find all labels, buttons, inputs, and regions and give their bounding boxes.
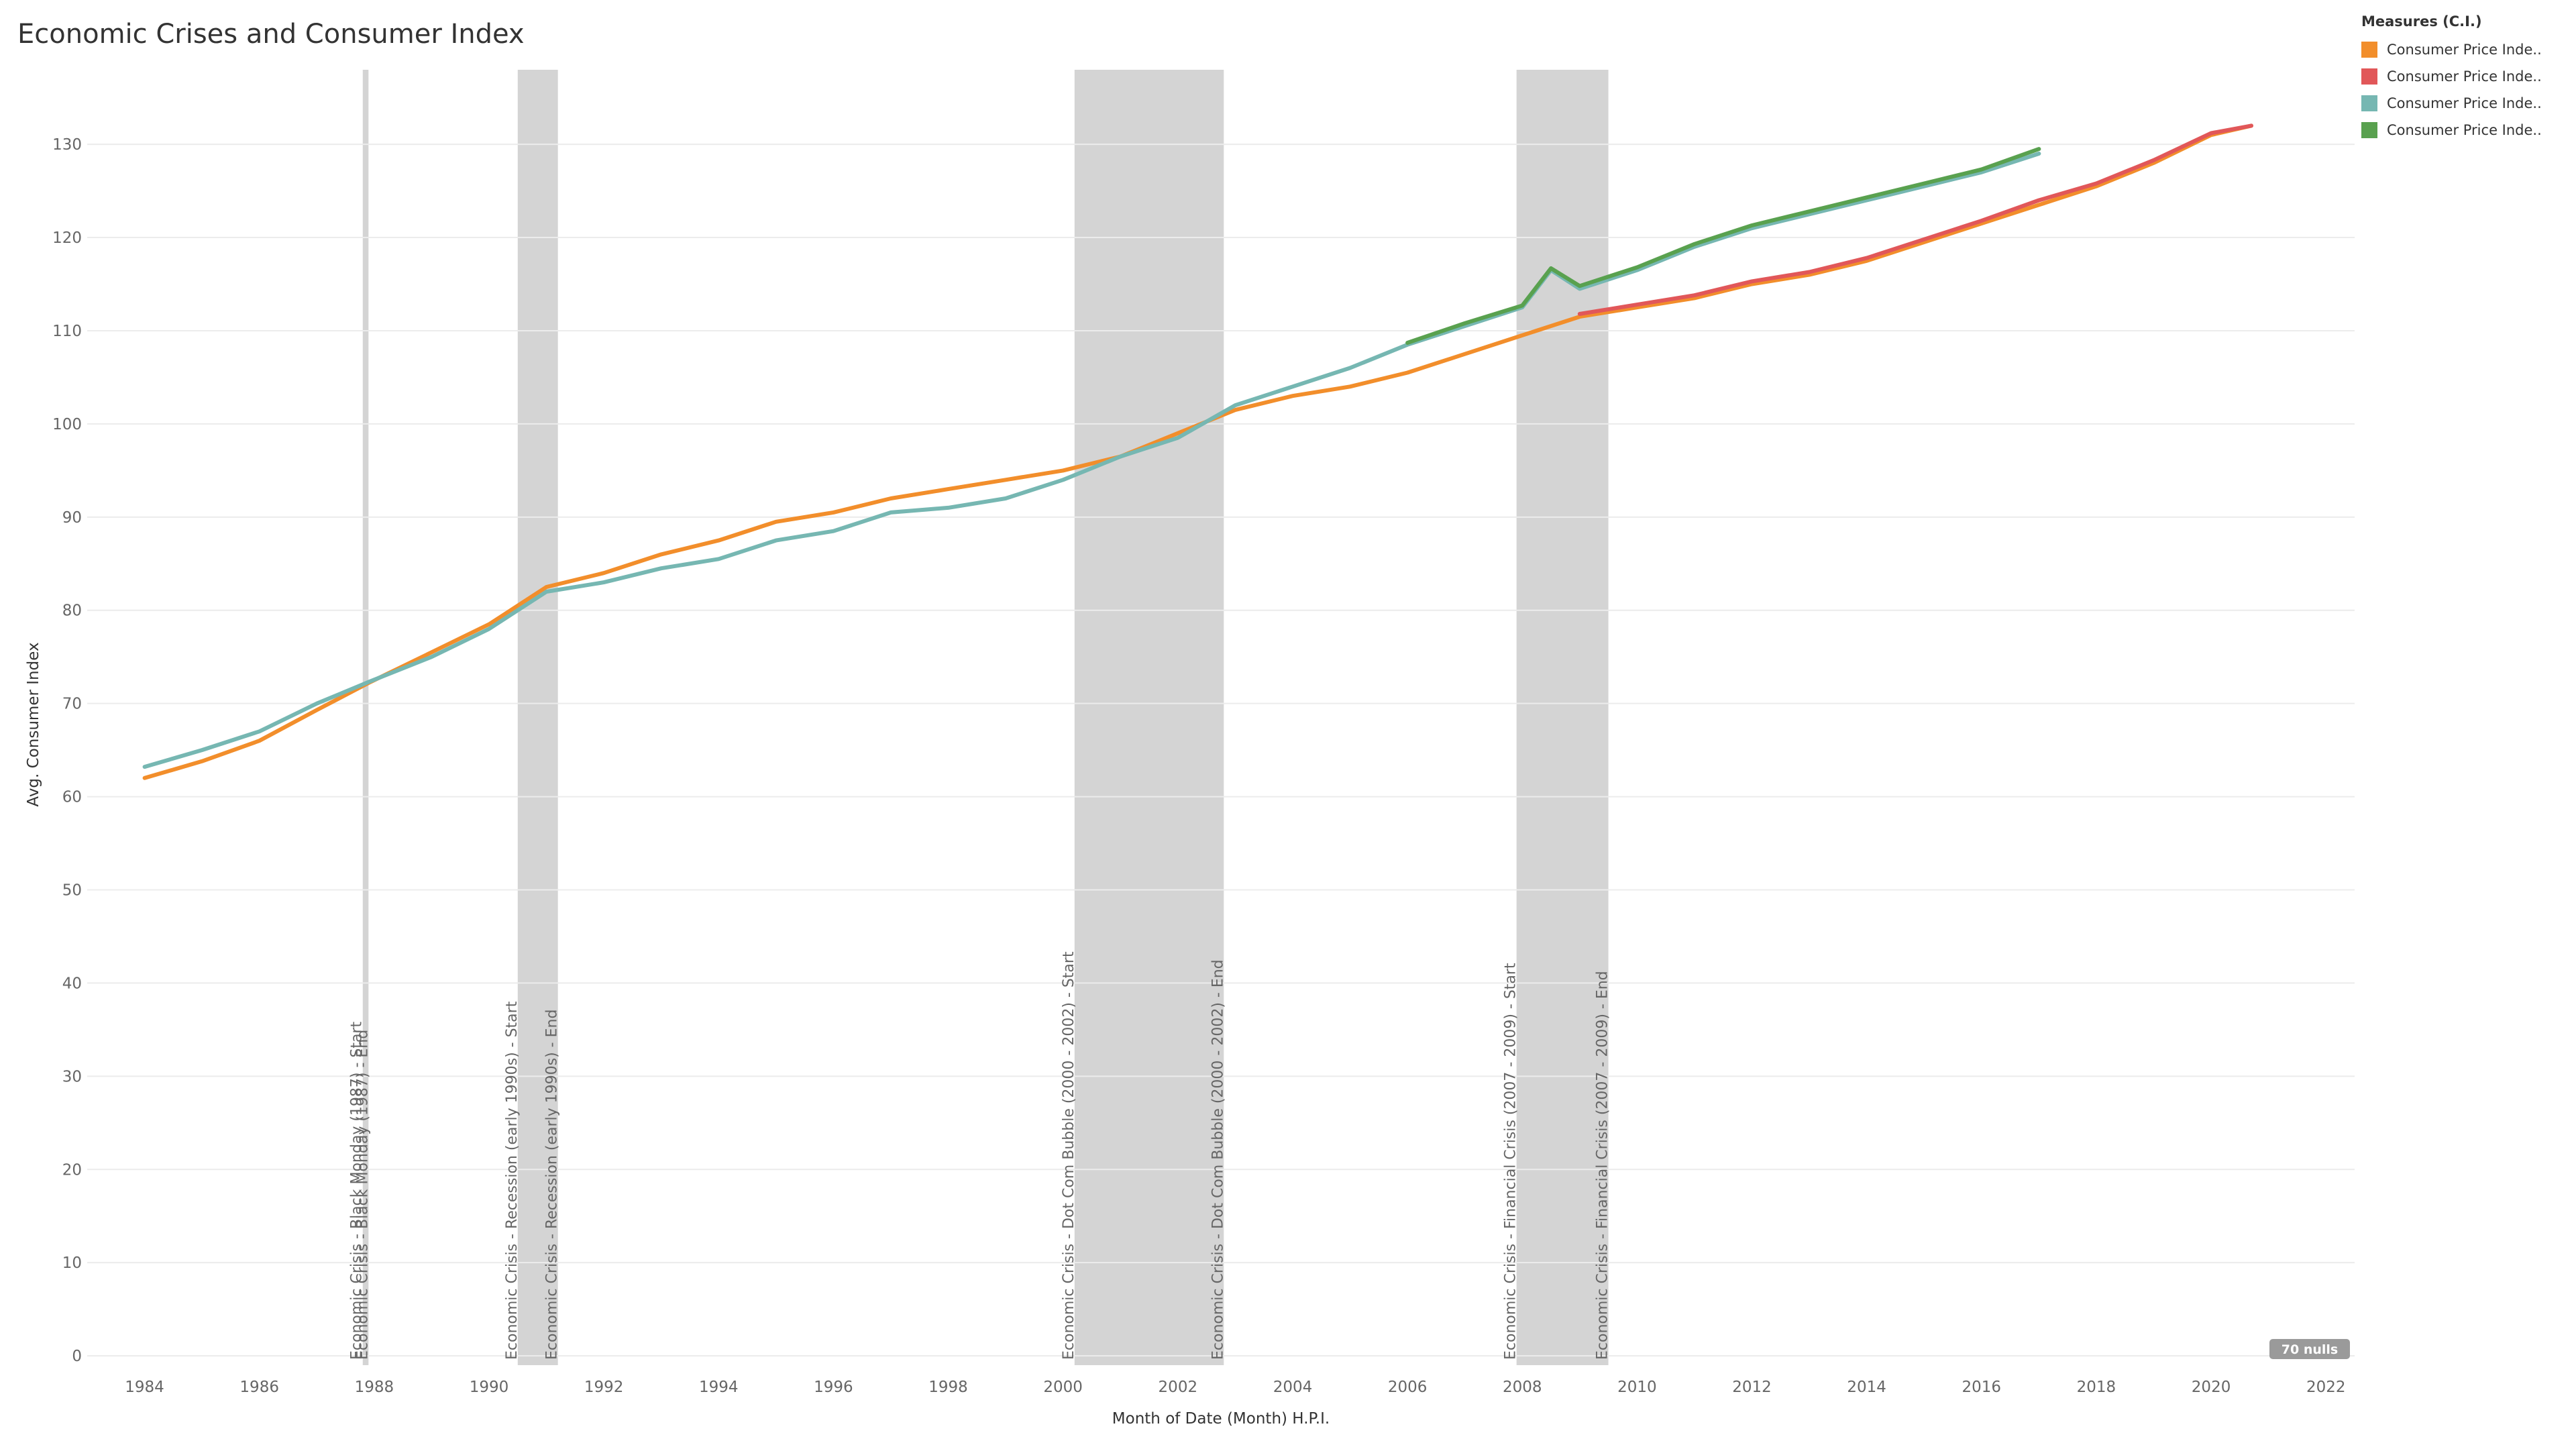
y-tick-label: 60: [62, 789, 82, 806]
crisis-band-label: Economic Crisis - Black Monday (1987) - …: [349, 1021, 366, 1360]
y-axis-title: Avg. Consumer Index: [25, 642, 42, 806]
crisis-band-label: Economic Crisis - Financial Crisis (2007…: [1503, 963, 1519, 1360]
y-tick-label: 90: [62, 509, 82, 527]
legend-label: Consumer Price Inde..: [2387, 42, 2542, 58]
x-tick-label: 2008: [1503, 1379, 1542, 1396]
y-tick-label: 30: [62, 1068, 82, 1085]
x-tick-label: 2012: [1732, 1379, 1772, 1396]
y-gridlines: [87, 144, 2355, 1357]
crisis-band-label: Economic Crisis - Dot Com Bubble (2000 -…: [1061, 951, 1077, 1360]
x-tick-label: 1984: [125, 1379, 164, 1396]
nulls-badge-bg: [2269, 1339, 2350, 1359]
crisis-band-label: Economic Crisis - Black Monday (1987) - …: [354, 1030, 371, 1360]
x-tick-label: 2014: [1847, 1379, 1886, 1396]
nulls-badge-text: 70 nulls: [2282, 1342, 2338, 1357]
legend-swatch: [2361, 42, 2377, 58]
y-axis: 0 10 20 30 40 50 60 70 80 90 100 110 120 130: [52, 136, 82, 1365]
legend-swatch: [2361, 122, 2377, 138]
crisis-bands: [362, 70, 1609, 1365]
y-tick-label: 40: [62, 975, 82, 992]
crisis-band-label: Economic Crisis - Dot Com Bubble (2000 -…: [1210, 959, 1226, 1360]
chart-title: Economic Crises and Consumer Index: [17, 19, 525, 50]
legend-label: Consumer Price Inde..: [2387, 68, 2542, 85]
x-tick-label: 2018: [2077, 1379, 2116, 1396]
x-axis-title: Month of Date (Month) H.P.I.: [1112, 1410, 1330, 1428]
x-tick-label: 2016: [1962, 1379, 2002, 1396]
y-tick-label: 110: [52, 323, 82, 340]
crisis-band-label: Economic Crisis - Recession (early 1990s…: [544, 1010, 561, 1360]
x-tick-label: 2006: [1388, 1379, 1428, 1396]
series-line: [142, 152, 2041, 769]
x-tick-label: 2020: [2192, 1379, 2231, 1396]
legend: Measures (C.I.) Consumer Price Inde.. Co…: [2361, 13, 2569, 144]
crisis-band: [362, 70, 369, 1365]
y-tick-label: 80: [62, 602, 82, 620]
crisis-band-labels: Economic Crisis - Black Monday (1987) - …: [349, 951, 1611, 1360]
x-tick-label: 2002: [1159, 1379, 1198, 1396]
legend-title: Measures (C.I.): [2361, 13, 2482, 30]
crisis-band-label: Economic Crisis - Recession (early 1990s…: [504, 1001, 521, 1360]
y-tick-label: 120: [52, 229, 82, 247]
x-tick-label: 2004: [1273, 1379, 1313, 1396]
legend-item[interactable]: Consumer Price Inde..: [2361, 36, 2569, 63]
crisis-band-label: Economic Crisis - Financial Crisis (2007…: [1595, 971, 1611, 1360]
y-tick-label: 50: [62, 882, 82, 900]
x-tick-label: 1994: [699, 1379, 739, 1396]
series-line: [1405, 147, 2041, 345]
y-tick-label: 100: [52, 416, 82, 433]
x-tick-label: 1992: [584, 1379, 624, 1396]
legend-item[interactable]: Consumer Price Inde..: [2361, 90, 2569, 117]
legend-label: Consumer Price Inde..: [2387, 122, 2542, 138]
legend-swatch: [2361, 68, 2377, 85]
x-tick-label: 1988: [355, 1379, 394, 1396]
legend-label: Consumer Price Inde..: [2387, 95, 2542, 111]
y-tick-label: 20: [62, 1161, 82, 1179]
legend-swatch: [2361, 95, 2377, 111]
y-tick-label: 70: [62, 696, 82, 713]
x-tick-label: 1996: [814, 1379, 853, 1396]
y-tick-label: 130: [52, 136, 82, 154]
x-tick-label: 1998: [928, 1379, 968, 1396]
series-lines: [142, 123, 2253, 780]
y-tick-label: 0: [72, 1348, 82, 1365]
x-tick-label: 1986: [239, 1379, 279, 1396]
crisis-band: [517, 70, 558, 1365]
x-tick-label: 2010: [1617, 1379, 1657, 1396]
nulls-badge[interactable]: 70 nulls: [2269, 1339, 2350, 1359]
x-tick-label: 2000: [1043, 1379, 1083, 1396]
y-tick-label: 10: [62, 1254, 82, 1272]
crisis-band: [1074, 70, 1224, 1365]
legend-item[interactable]: Consumer Price Inde..: [2361, 63, 2569, 90]
series-line: [1577, 123, 2253, 316]
x-tick-label: 2022: [2306, 1379, 2346, 1396]
legend-item[interactable]: Consumer Price Inde..: [2361, 117, 2569, 144]
x-axis: 1984 1986 1988 1990 1992 1994 1996 1998 2000 2002…: [125, 1379, 2345, 1396]
x-tick-label: 1990: [470, 1379, 509, 1396]
